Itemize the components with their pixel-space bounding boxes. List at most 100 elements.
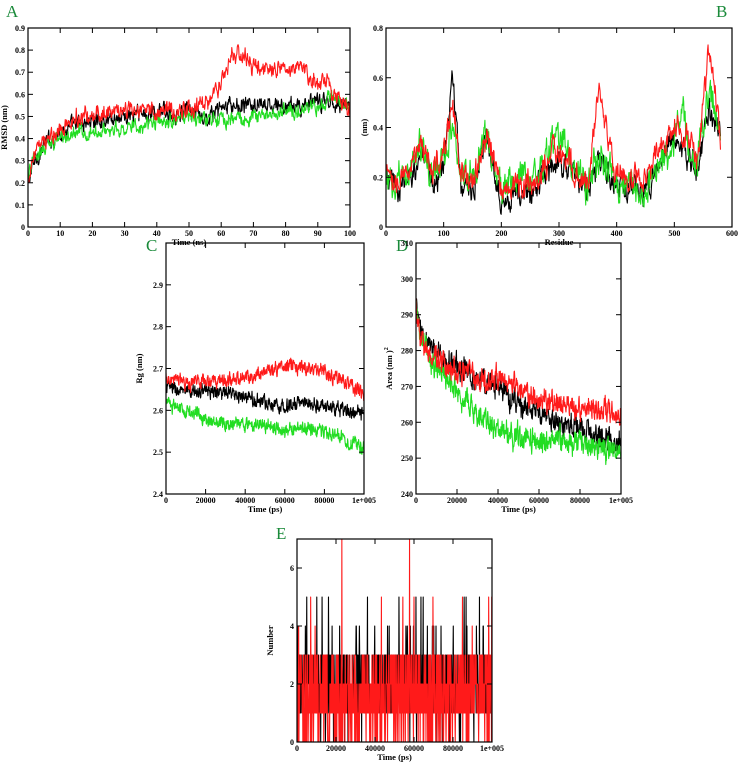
panel-e-xtick-label: 80000 <box>443 744 463 753</box>
panel-a-xlabel: Time (ns) <box>172 237 207 247</box>
panel-e-hbond-chart: E 0 20000 40000 60000 80000 1e+005 0 2 4 6 Time (ps… <box>265 524 504 762</box>
panel-a-series-green <box>28 89 350 179</box>
panel-a-ylabel: RMSD (nm) <box>0 105 9 150</box>
panel-d-ylabel: Area (nm )2 <box>384 347 394 390</box>
panel-a-rmsd-chart: A 0 10 20 30 40 50 60 70 80 90 100 0 0.1 0.2 0.3 0.4 0.5 0… <box>0 2 356 247</box>
panel-c-xlabel: Time (ps) <box>248 504 283 514</box>
panel-a-ytick-label: 0.5 <box>15 112 25 121</box>
panel-a-xtick-label: 100 <box>344 229 356 238</box>
panel-d-series-green <box>416 300 621 466</box>
panel-c-series-red <box>166 357 364 402</box>
panel-b-xtick-label: 200 <box>495 229 507 238</box>
panel-b-ytick-label: 0.2 <box>373 173 383 182</box>
panel-d-ytick-label: 260 <box>401 418 413 427</box>
panel-d-xlabel: Time (ps) <box>501 504 536 514</box>
panel-a-xtick-label: 50 <box>185 229 193 238</box>
panel-a-xtick-label: 80 <box>282 229 290 238</box>
panel-e-xtick-label: 1e+005 <box>480 744 504 753</box>
panel-c-ytick-label: 2.9 <box>153 281 163 290</box>
panel-c-xtick-label: 80000 <box>314 496 334 505</box>
panel-a-ytick-label: 0.1 <box>15 201 25 210</box>
panel-e-ylabel: Number <box>265 625 275 655</box>
panel-d-sasa-chart: D 0 20000 40000 60000 80000 1e+005 240 250 260 270… <box>384 236 633 514</box>
panel-d-series-red <box>416 297 621 426</box>
panel-b-ytick-label: 0.8 <box>373 24 383 33</box>
panel-a-letter: A <box>6 2 19 21</box>
panel-c-letter: C <box>146 236 157 255</box>
panel-a-xtick-label: 40 <box>153 229 161 238</box>
panel-c-ytick-label: 2.8 <box>153 323 163 332</box>
panel-e-xtick-label: 0 <box>295 744 299 753</box>
panel-b-series-red <box>386 44 722 200</box>
panel-b-ytick-label: 0 <box>379 223 383 232</box>
panel-b-letter: B <box>716 2 727 21</box>
panel-b-xtick-label: 600 <box>726 229 738 238</box>
panel-d-ytick-label: 290 <box>401 311 413 320</box>
panel-b-xtick-label: 0 <box>384 229 388 238</box>
panel-b-xlabel: Residue <box>545 237 574 247</box>
panel-d-ytick-label: 310 <box>401 239 413 248</box>
panel-a-series-red <box>28 44 350 183</box>
panel-c-frame <box>165 242 365 495</box>
panel-a-ytick-label: 0.3 <box>15 157 25 166</box>
panel-c-ytick-label: 2.7 <box>153 365 163 374</box>
panel-a-xtick-label: 10 <box>56 229 64 238</box>
panel-b-xtick-label: 100 <box>438 229 450 238</box>
panel-d-letter: D <box>396 236 408 255</box>
panel-d-ylabel-sup: 2 <box>384 347 390 350</box>
panel-c-xtick-label: 20000 <box>196 496 216 505</box>
panel-c-ylabel: Rg (nm) <box>134 353 144 383</box>
panel-d-frame <box>415 242 622 495</box>
panel-e-letter: E <box>276 524 286 543</box>
panel-c-rg-chart: C 0 20000 40000 60000 80000 1e+005 2.4 2.5 2.6 2.7… <box>134 236 376 514</box>
panel-d-xtick-label: 20000 <box>447 496 467 505</box>
panel-b-xtick-label: 500 <box>668 229 680 238</box>
panel-d-ytick-label: 250 <box>401 454 413 463</box>
panel-a-xtick-label: 0 <box>26 229 30 238</box>
panel-d-xtick-label: 0 <box>414 496 418 505</box>
panel-d-ytick-label: 270 <box>401 382 413 391</box>
panel-c-ytick-label: 2.6 <box>153 406 163 415</box>
panel-d-series-group <box>416 297 621 466</box>
panel-c-xtick-label: 60000 <box>275 496 295 505</box>
panel-c-series-black <box>166 380 364 421</box>
panel-a-ytick-label: 0.9 <box>15 24 25 33</box>
panel-a-ytick-label: 0.2 <box>15 179 25 188</box>
panel-b-ytick-label: 0.6 <box>373 74 383 83</box>
panel-d-xtick-label: 80000 <box>570 496 590 505</box>
panel-d-xtick-label: 1e+005 <box>609 496 633 505</box>
panel-c-series-green <box>166 396 364 455</box>
panel-a-xtick-label: 30 <box>121 229 129 238</box>
panel-d-xtick-label: 60000 <box>529 496 549 505</box>
panel-e-series-red <box>297 539 492 742</box>
panel-a-ytick-label: 0 <box>21 223 25 232</box>
panel-b-ytick-label: 0.4 <box>373 124 383 133</box>
panel-b-series-group <box>386 44 722 215</box>
panel-e-xtick-label: 60000 <box>404 744 424 753</box>
panel-c-ytick-label: 2.4 <box>153 490 163 499</box>
panel-d-ytick-label: 300 <box>401 275 413 284</box>
panel-d-xtick-label: 40000 <box>488 496 508 505</box>
panel-a-ytick-label: 0.8 <box>15 46 25 55</box>
panel-b-xtick-label: 300 <box>553 229 565 238</box>
panel-d-ytick-label: 280 <box>401 347 413 356</box>
panel-c-xtick-label: 0 <box>164 496 168 505</box>
panel-b-ylabel: (nm) <box>359 119 369 137</box>
panel-a-xtick-label: 60 <box>217 229 225 238</box>
panel-a-xtick-label: 20 <box>88 229 96 238</box>
panel-e-series-group <box>297 539 492 742</box>
panel-e-ytick-label: 0 <box>290 738 294 747</box>
panel-a-ytick-label: 0.7 <box>15 68 25 77</box>
panel-c-xtick-label: 1e+005 <box>352 496 376 505</box>
panel-d-ytick-label: 240 <box>401 490 413 499</box>
panel-c-ytick-label: 2.5 <box>153 448 163 457</box>
panel-b-rmsf-chart: B 0 100 200 300 400 500 600 0 0.2 0.4 0.6 0.8 Residue… <box>359 2 738 247</box>
panel-b-xtick-label: 400 <box>611 229 623 238</box>
panel-a-ytick-label: 0.6 <box>15 90 25 99</box>
panel-e-ytick-label: 4 <box>290 622 294 631</box>
panel-a-xtick-label: 90 <box>314 229 322 238</box>
panel-c-xtick-label: 40000 <box>235 496 255 505</box>
panel-e-ytick-label: 2 <box>290 680 294 689</box>
panel-a-xtick-label: 70 <box>249 229 257 238</box>
